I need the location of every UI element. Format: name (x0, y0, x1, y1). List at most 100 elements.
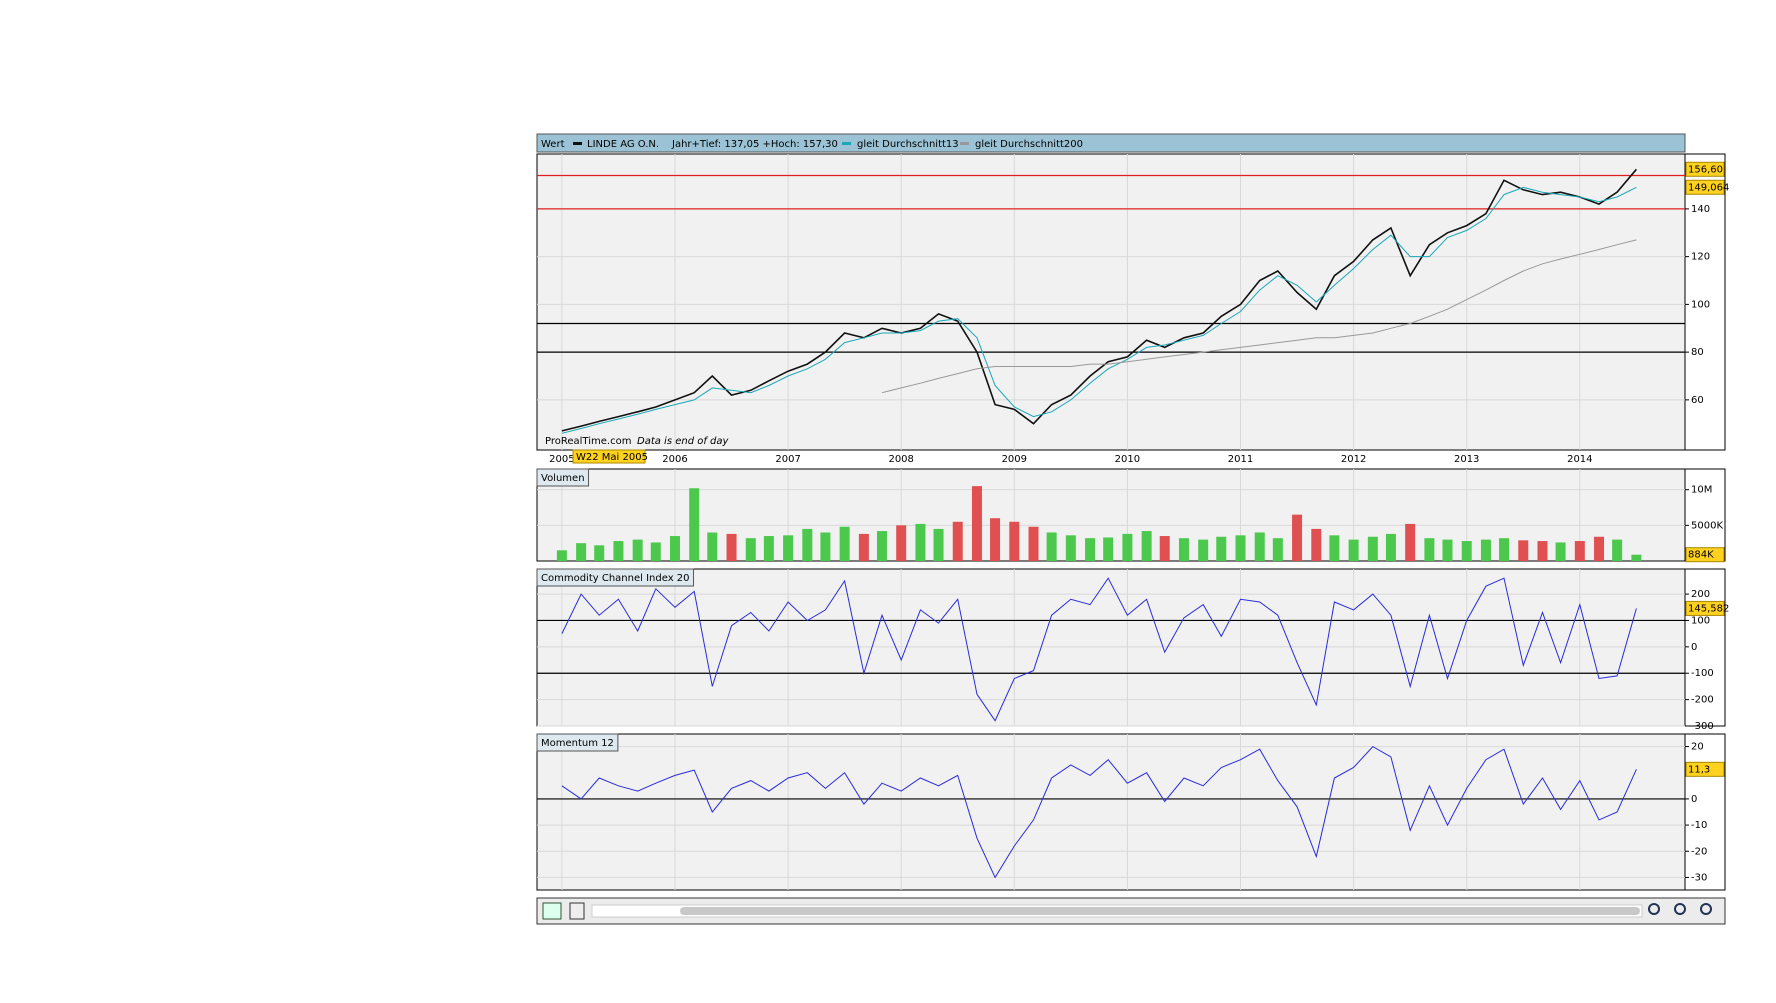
value-marker-label: 149,064 (1688, 182, 1729, 193)
volume-bar (1235, 535, 1246, 561)
x-tick-label: 2011 (1228, 454, 1253, 465)
volume-bar (1461, 541, 1472, 561)
button[interactable] (1674, 903, 1686, 915)
volume-bar (896, 525, 907, 561)
header-label: Wert (541, 139, 565, 150)
volume-bar (1141, 531, 1152, 561)
panel-title-box (536, 733, 619, 752)
axis-area (1684, 153, 1726, 451)
legend-entry: LINDE AG O.N. (587, 139, 659, 150)
x-tick-label: 2013 (1454, 454, 1479, 465)
panel-title: Volumen (541, 473, 585, 484)
volume-bar (1348, 539, 1359, 561)
volume-bar (1311, 528, 1322, 561)
volume-bar (783, 535, 794, 561)
value-marker (1685, 761, 1725, 777)
legend-entry: gleit Durchschnitt13 (857, 139, 959, 150)
cursor-box (572, 449, 646, 464)
volume-bar (1065, 535, 1076, 561)
volume-bar (632, 539, 643, 561)
volume-bar (1198, 539, 1209, 561)
y-tick-label: 60 (1691, 395, 1704, 406)
volume-bar (1499, 538, 1510, 561)
axis-area (1684, 733, 1726, 891)
button[interactable] (1700, 903, 1712, 915)
x-tick-label: 2012 (1341, 454, 1366, 465)
button[interactable] (1648, 903, 1660, 915)
volume-bar (1594, 536, 1605, 561)
volume-bar (1367, 536, 1378, 561)
x-tick-label: 2006 (662, 454, 687, 465)
volume-bar (726, 533, 737, 561)
y-tick-label: -200 (1691, 695, 1714, 706)
volume-bar (933, 528, 944, 561)
volume-bar (1537, 541, 1548, 561)
panel-title: Momentum 12 (541, 738, 614, 749)
volume-bar (1385, 533, 1396, 561)
y-tick-label: -20 (1691, 846, 1707, 857)
volume-bar (1122, 533, 1133, 561)
header-bar (536, 133, 1686, 153)
x-tick-label: 2010 (1115, 454, 1140, 465)
y-tick-label: 10M (1691, 485, 1712, 496)
source: ProRealTime.com (545, 436, 631, 447)
volume-bar (1272, 538, 1283, 561)
series-line (881, 239, 1637, 394)
volume-bar (556, 550, 567, 561)
y-tick-label: 100 (1691, 299, 1710, 310)
volume-bar (689, 488, 700, 561)
volume-bar (1442, 539, 1453, 561)
legend-entry: gleit Durchschnitt200 (975, 139, 1083, 150)
button[interactable] (569, 902, 585, 920)
toolbar (536, 897, 1726, 925)
value-marker (1685, 547, 1725, 563)
note: Data is end of day (637, 436, 730, 447)
value-marker-label: 156,60 (1688, 164, 1723, 175)
volume-bar (650, 542, 661, 561)
x-tick-label: 2014 (1567, 454, 1592, 465)
volume-bar (1009, 521, 1020, 561)
cursor-label: W22 Mai 2005 (576, 452, 648, 463)
volume-bar (1085, 538, 1096, 561)
y-tick-label: 100 (1691, 615, 1710, 626)
volume-bar (1103, 537, 1114, 561)
y-tick-label: 20 (1691, 742, 1704, 753)
volume-bar (952, 521, 963, 561)
series-line (561, 186, 1637, 434)
volume-bar (707, 532, 718, 561)
panel-title-box (536, 468, 590, 487)
plot-area (536, 153, 1686, 451)
legend-swatch (960, 142, 969, 145)
y-tick-label: -30 (1691, 872, 1707, 883)
volume-bar (669, 536, 680, 561)
range-text: Jahr+Tief: 137,05 +Hoch: 157,30 (671, 139, 838, 150)
volume-bar (858, 533, 869, 561)
axis-area (1684, 468, 1726, 562)
volume-bar (1518, 540, 1529, 561)
x-tick-label: 2005 (549, 454, 574, 465)
volume-bar (820, 532, 831, 561)
scrollbar-thumb[interactable] (680, 907, 1640, 915)
button[interactable] (542, 902, 562, 920)
plot-area (536, 568, 1686, 727)
volume-bar (594, 545, 605, 561)
volume-bar (915, 523, 926, 561)
volume-bar (1631, 554, 1642, 561)
x-tick-label: 2008 (888, 454, 913, 465)
volume-bar (763, 536, 774, 561)
y-tick-label: 140 (1691, 204, 1710, 215)
y-tick-label: 120 (1691, 252, 1710, 263)
y-tick-label: -100 (1691, 668, 1714, 679)
volume-bar (971, 486, 982, 561)
volume-bar (1480, 539, 1491, 561)
volume-bar (1216, 536, 1227, 561)
volume-bar (839, 526, 850, 561)
volume-bar (1329, 535, 1340, 561)
legend-swatch (573, 142, 582, 145)
series-line (561, 745, 1637, 879)
volume-bar (802, 528, 813, 561)
y-tick-label: -10 (1691, 820, 1707, 831)
volume-bar (1159, 536, 1170, 561)
panel-title: Commodity Channel Index 20 (541, 573, 690, 584)
